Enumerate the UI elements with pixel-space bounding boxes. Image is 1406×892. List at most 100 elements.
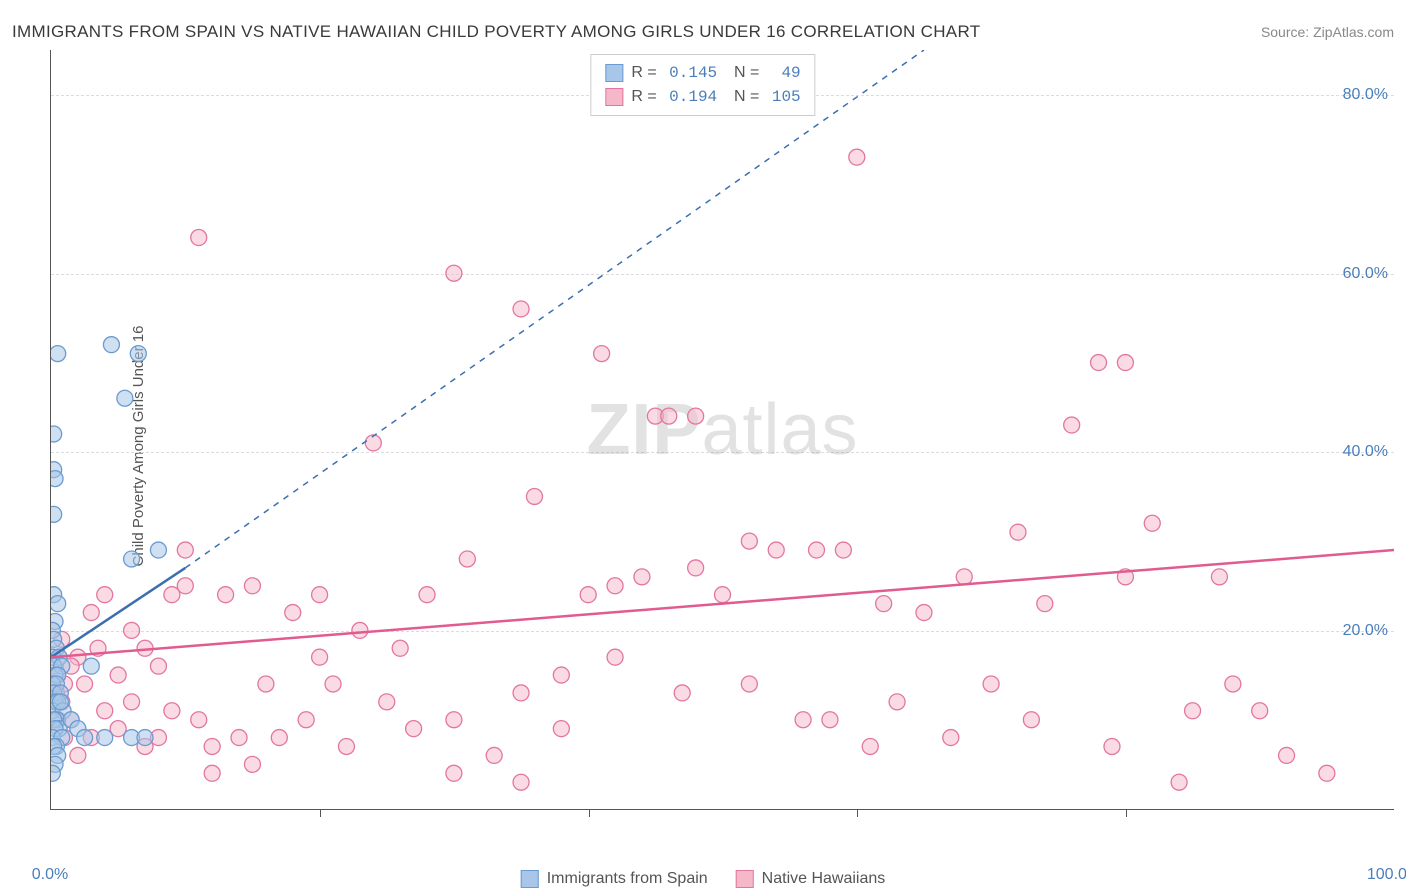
data-point	[553, 721, 569, 737]
data-point	[1064, 417, 1080, 433]
data-point	[1117, 355, 1133, 371]
data-point	[446, 712, 462, 728]
data-point	[70, 747, 86, 763]
data-point	[204, 739, 220, 755]
data-point	[231, 730, 247, 746]
data-point	[312, 649, 328, 665]
data-point	[110, 667, 126, 683]
data-point	[365, 435, 381, 451]
data-point	[218, 587, 234, 603]
r-value-0: 0.145	[669, 61, 717, 85]
legend-item-hawaiian: Native Hawaiians	[736, 870, 886, 888]
x-tick	[857, 809, 858, 817]
data-point	[392, 640, 408, 656]
data-point	[1010, 524, 1026, 540]
data-point	[298, 712, 314, 728]
n-value-0: 49	[772, 61, 801, 85]
n-value-1: 105	[772, 85, 801, 109]
data-point	[244, 756, 260, 772]
chart-title: IMMIGRANTS FROM SPAIN VS NATIVE HAWAIIAN…	[12, 22, 980, 42]
x-tick	[1126, 809, 1127, 817]
data-point	[177, 542, 193, 558]
data-point	[1144, 515, 1160, 531]
data-point	[83, 658, 99, 674]
data-point	[204, 765, 220, 781]
data-point	[1319, 765, 1335, 781]
data-point	[553, 667, 569, 683]
data-point	[1211, 569, 1227, 585]
data-point	[741, 676, 757, 692]
data-point	[338, 739, 354, 755]
data-point	[150, 542, 166, 558]
data-point	[150, 658, 166, 674]
data-point	[406, 721, 422, 737]
data-point	[137, 730, 153, 746]
data-point	[97, 587, 113, 603]
data-point	[83, 605, 99, 621]
data-point	[103, 337, 119, 353]
data-point	[459, 551, 475, 567]
x-tick-label-left: 0.0%	[32, 866, 68, 884]
data-point	[1252, 703, 1268, 719]
data-point	[191, 712, 207, 728]
legend-stats: R = 0.145 N = 49 R = 0.194 N = 105	[590, 54, 815, 116]
x-tick	[320, 809, 321, 817]
legend-swatch-pink	[605, 88, 623, 106]
data-point	[51, 471, 63, 487]
x-tick	[589, 809, 590, 817]
data-point	[889, 694, 905, 710]
data-point	[486, 747, 502, 763]
data-point	[876, 596, 892, 612]
data-point	[97, 703, 113, 719]
data-point	[419, 587, 435, 603]
data-point	[1104, 739, 1120, 755]
data-point	[594, 346, 610, 362]
n-label: N =	[725, 61, 764, 85]
r-label: R =	[631, 61, 661, 85]
data-point	[795, 712, 811, 728]
data-point	[51, 346, 66, 362]
data-point	[1023, 712, 1039, 728]
data-point	[164, 587, 180, 603]
data-point	[51, 596, 66, 612]
trend-line-dashed	[185, 50, 924, 568]
data-point	[822, 712, 838, 728]
chart-svg	[51, 50, 1394, 809]
data-point	[52, 694, 68, 710]
trend-line	[51, 550, 1394, 657]
x-tick-label-right: 100.0%	[1367, 866, 1406, 884]
data-point	[352, 622, 368, 638]
data-point	[271, 730, 287, 746]
data-point	[325, 676, 341, 692]
data-point	[446, 765, 462, 781]
data-point	[77, 730, 93, 746]
data-point	[688, 560, 704, 576]
data-point	[983, 676, 999, 692]
data-point	[51, 426, 62, 442]
legend-stats-row-1: R = 0.194 N = 105	[605, 85, 800, 109]
data-point	[741, 533, 757, 549]
data-point	[446, 265, 462, 281]
title-bar: IMMIGRANTS FROM SPAIN VS NATIVE HAWAIIAN…	[12, 18, 1394, 46]
legend-label-spain: Immigrants from Spain	[547, 870, 708, 888]
data-point	[943, 730, 959, 746]
data-point	[835, 542, 851, 558]
legend-label-hawaiian: Native Hawaiians	[762, 870, 886, 888]
legend-item-spain: Immigrants from Spain	[521, 870, 708, 888]
data-point	[258, 676, 274, 692]
data-point	[244, 578, 260, 594]
data-point	[1091, 355, 1107, 371]
data-point	[97, 730, 113, 746]
data-point	[849, 149, 865, 165]
data-point	[51, 506, 62, 522]
data-point	[379, 694, 395, 710]
data-point	[688, 408, 704, 424]
data-point	[916, 605, 932, 621]
data-point	[634, 569, 650, 585]
data-point	[607, 578, 623, 594]
data-point	[1037, 596, 1053, 612]
data-point	[674, 685, 690, 701]
trend-line	[51, 568, 185, 657]
data-point	[1225, 676, 1241, 692]
data-point	[124, 622, 140, 638]
